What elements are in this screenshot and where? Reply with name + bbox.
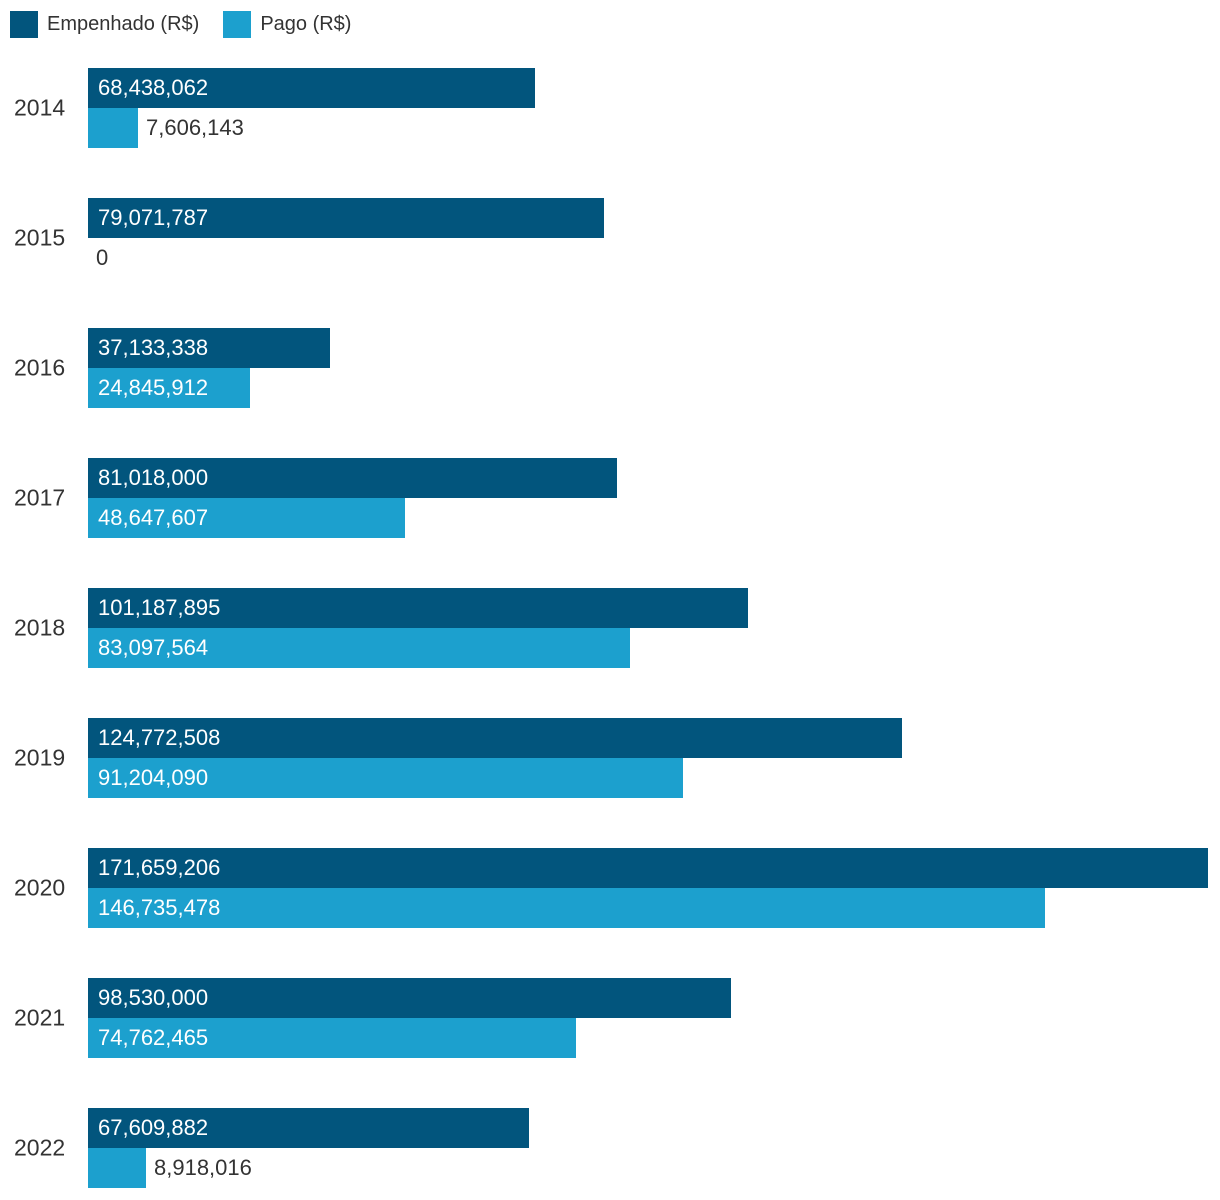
year-label: 2022 [14, 1134, 66, 1161]
chart-row-2018: 2018 101,187,895 83,097,564 [0, 588, 1220, 668]
bar-empenhado-2019[interactable] [88, 718, 902, 758]
bar-line-pago: 146,735,478 [88, 888, 1208, 928]
bar-empenhado-2022[interactable] [88, 1108, 529, 1148]
legend-swatch-empenhado-icon [10, 11, 38, 38]
bar-value-label-pago: 83,097,564 [98, 635, 209, 660]
chart-row-2019: 2019 124,772,508 91,204,090 [0, 718, 1220, 798]
legend-label-pago: Pago (R$) [260, 13, 352, 35]
year-label: 2020 [14, 874, 66, 901]
bar-value-label-empenhado: 37,133,338 [98, 335, 209, 360]
bar-pago-2014[interactable] [88, 108, 138, 148]
bar-empenhado-2021[interactable] [88, 978, 731, 1018]
year-label: 2015 [14, 224, 66, 251]
bar-value-label-empenhado: 68,438,062 [98, 75, 209, 100]
bar-value-label-empenhado: 79,071,787 [98, 205, 209, 230]
year-label: 2014 [14, 94, 66, 121]
chart-row-2014: 2014 68,438,062 7,606,143 [0, 68, 1220, 148]
bar-group: 81,018,000 48,647,607 [88, 458, 1208, 538]
bar-value-label-pago: 24,845,912 [98, 375, 209, 400]
bar-line-pago: 91,204,090 [88, 758, 1208, 798]
bar-pago-2018[interactable] [88, 628, 630, 668]
bar-value-label-pago: 91,204,090 [98, 765, 209, 790]
bar-value-label-pago: 0 [96, 245, 109, 270]
bar-value-label-empenhado: 98,530,000 [98, 985, 209, 1010]
bar-line-pago: 0 [88, 238, 1208, 278]
legend-label-empenhado: Empenhado (R$) [47, 13, 200, 35]
bar-group: 171,659,206 146,735,478 [88, 848, 1208, 928]
bar-line-pago: 7,606,143 [88, 108, 1208, 148]
bar-value-label-empenhado: 101,187,895 [98, 595, 221, 620]
bar-empenhado-2017[interactable] [88, 458, 617, 498]
bar-value-label-pago: 48,647,607 [98, 505, 209, 530]
bar-empenhado-2018[interactable] [88, 588, 748, 628]
bar-group: 67,609,882 8,918,016 [88, 1108, 1208, 1188]
bar-line-empenhado: 171,659,206 [88, 848, 1208, 888]
bar-pago-2019[interactable] [88, 758, 683, 798]
bar-value-label-empenhado: 171,659,206 [98, 855, 221, 880]
bar-group: 79,071,787 0 [88, 198, 1208, 278]
bar-line-empenhado: 81,018,000 [88, 458, 1208, 498]
bar-empenhado-2015[interactable] [88, 198, 604, 238]
bar-value-label-pago: 74,762,465 [98, 1025, 209, 1050]
bar-value-label-pago: 8,918,016 [154, 1155, 252, 1180]
year-label: 2021 [14, 1004, 66, 1031]
bar-empenhado-2014[interactable] [88, 68, 535, 108]
bar-pago-2020[interactable] [88, 888, 1045, 928]
bar-group: 124,772,508 91,204,090 [88, 718, 1208, 798]
bar-group: 37,133,338 24,845,912 [88, 328, 1208, 408]
bar-empenhado-2020[interactable] [88, 848, 1208, 888]
year-label: 2016 [14, 354, 66, 381]
bar-pago-2017[interactable] [88, 498, 405, 538]
bar-line-empenhado: 98,530,000 [88, 978, 1208, 1018]
chart-legend: Empenhado (R$) Pago (R$) [10, 11, 351, 38]
bar-pago-2021[interactable] [88, 1018, 576, 1058]
chart-row-2017: 2017 81,018,000 48,647,607 [0, 458, 1220, 538]
bar-pago-2016[interactable] [88, 368, 250, 408]
bar-line-pago: 48,647,607 [88, 498, 1208, 538]
bar-group: 68,438,062 7,606,143 [88, 68, 1208, 148]
bar-line-empenhado: 101,187,895 [88, 588, 1208, 628]
bar-empenhado-2016[interactable] [88, 328, 330, 368]
bar-line-pago: 8,918,016 [88, 1148, 1208, 1188]
year-label: 2019 [14, 744, 66, 771]
bar-group: 98,530,000 74,762,465 [88, 978, 1208, 1058]
chart-row-2022: 2022 67,609,882 8,918,016 [0, 1108, 1220, 1188]
bar-line-empenhado: 79,071,787 [88, 198, 1208, 238]
chart-row-2015: 2015 79,071,787 0 [0, 198, 1220, 278]
bar-line-empenhado: 68,438,062 [88, 68, 1208, 108]
bar-line-empenhado: 67,609,882 [88, 1108, 1208, 1148]
year-label: 2017 [14, 484, 66, 511]
legend-swatch-pago-icon [223, 11, 252, 38]
bar-group: 101,187,895 83,097,564 [88, 588, 1208, 668]
bar-value-label-pago: 146,735,478 [98, 895, 221, 920]
bar-line-empenhado: 124,772,508 [88, 718, 1208, 758]
bar-line-pago: 24,845,912 [88, 368, 1208, 408]
legend-item-pago[interactable]: Pago (R$) [223, 11, 351, 38]
bar-line-empenhado: 37,133,338 [88, 328, 1208, 368]
bar-value-label-empenhado: 67,609,882 [98, 1115, 209, 1140]
chart-row-2021: 2021 98,530,000 74,762,465 [0, 978, 1220, 1058]
chart-row-2020: 2020 171,659,206 146,735,478 [0, 848, 1220, 928]
bar-pago-2022[interactable] [88, 1148, 146, 1188]
bar-value-label-empenhado: 81,018,000 [98, 465, 209, 490]
chart-row-2016: 2016 37,133,338 24,845,912 [0, 328, 1220, 408]
bar-line-pago: 83,097,564 [88, 628, 1208, 668]
year-label: 2018 [14, 614, 66, 641]
bar-line-pago: 74,762,465 [88, 1018, 1208, 1058]
bar-value-label-empenhado: 124,772,508 [98, 725, 221, 750]
legend-item-empenhado[interactable]: Empenhado (R$) [10, 11, 199, 38]
bar-value-label-pago: 7,606,143 [146, 115, 244, 140]
